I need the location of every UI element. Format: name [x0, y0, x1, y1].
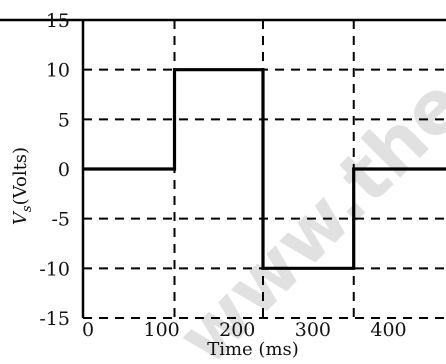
series-line-0 — [83, 68, 446, 270]
x-tick-label: 400 — [370, 319, 406, 341]
series-layer — [83, 68, 446, 270]
y-tick-label: 15 — [46, 10, 70, 32]
y-tick-label: 10 — [46, 60, 70, 82]
y-axis-label-symbol: V — [10, 210, 31, 225]
watermark-layer: www.the — [161, 61, 446, 364]
y-tick-label: -10 — [39, 258, 70, 280]
y-tick-label: -5 — [51, 209, 70, 231]
y-axis-label-subscript: s — [20, 205, 35, 212]
x-tick-label: 300 — [295, 319, 331, 341]
y-tick-label: 0 — [58, 159, 70, 181]
x-tick-label: 200 — [219, 319, 255, 341]
y-tick-label: -15 — [39, 308, 70, 330]
x-tick-label: 100 — [143, 319, 179, 341]
y-axis-label-unit: (Volts) — [10, 147, 31, 205]
x-axis-label: Time (ms) — [207, 339, 299, 359]
y-axis-label: Vs(Volts) — [10, 147, 35, 225]
y-tick-labels: 15 10 5 0 -5 -10 -15 — [39, 10, 70, 330]
watermark-text: www.the — [161, 61, 446, 359]
y-tick-label: 5 — [58, 109, 70, 131]
x-tick-label: 0 — [82, 319, 94, 341]
x-tick-labels: 0 100 200 300 400 — [82, 319, 407, 341]
